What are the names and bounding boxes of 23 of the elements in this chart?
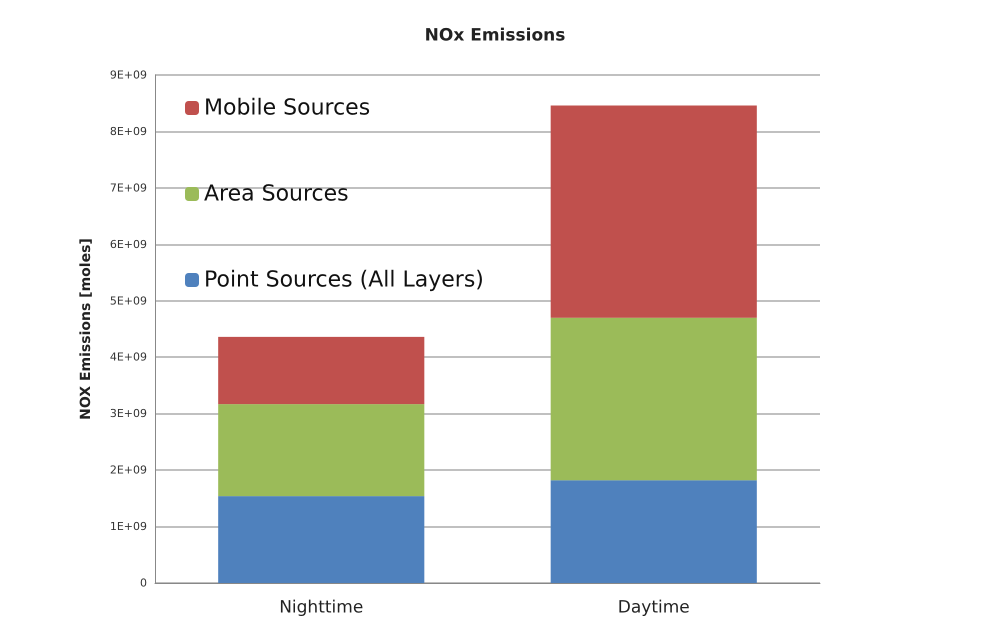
legend-label: Mobile Sources: [204, 96, 370, 120]
y-tick-label: 9E+09: [110, 68, 147, 82]
y-tick-label: 5E+09: [110, 294, 147, 308]
bar: [218, 496, 424, 583]
y-tick-label: 4E+09: [110, 350, 147, 364]
y-tick-label: 8E+09: [110, 124, 147, 138]
y-tick-label: 3E+09: [110, 407, 147, 420]
y-tick-label: 6E+09: [110, 238, 147, 251]
legend-label: Area Sources: [204, 182, 349, 206]
y-tick-label: 7E+09: [110, 181, 147, 194]
legend-label: Point Sources (All Layers): [204, 268, 484, 292]
chart-title: NOx Emissions: [424, 26, 566, 46]
x-tick-label: Nighttime: [279, 598, 364, 618]
y-tick-label: 0: [140, 576, 147, 590]
bar: [218, 404, 424, 496]
y-tick-label: 1E+09: [110, 520, 147, 534]
bar: [550, 318, 757, 480]
bar: [218, 336, 424, 404]
y-tick-label: 2E+09: [110, 464, 147, 477]
x-tick-label: Daytime: [618, 598, 690, 618]
y-axis-title: NOX Emissions [moles]: [78, 238, 94, 420]
bar: [550, 480, 757, 583]
bar: [550, 105, 757, 318]
